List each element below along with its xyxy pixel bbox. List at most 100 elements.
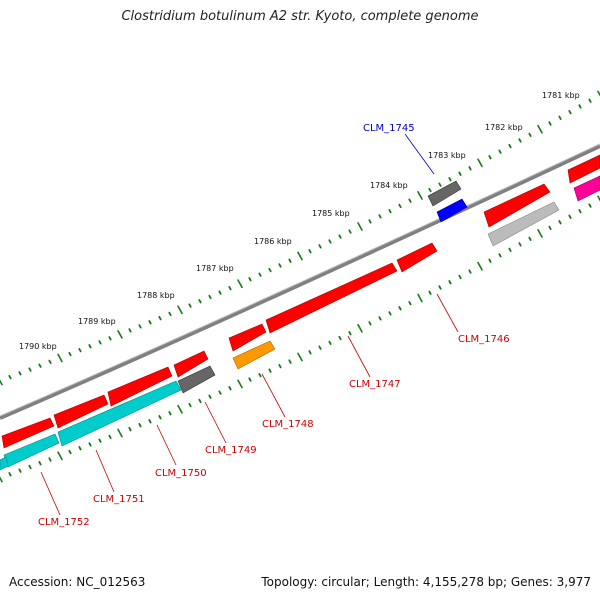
- gene-arrow[interactable]: [427, 180, 462, 207]
- gene-label[interactable]: CLM_1746: [458, 334, 510, 345]
- scale-tick: [28, 464, 32, 470]
- scale-tick: [388, 311, 392, 316]
- scale-tick: [318, 244, 322, 249]
- scale-tick: [228, 386, 232, 391]
- scale-tick: [138, 324, 142, 329]
- genome-summary-text: Topology: circular; Length: 4,155,278 bp…: [261, 575, 591, 589]
- gene-arrow[interactable]: [232, 340, 276, 370]
- scale-tick: [448, 280, 452, 285]
- scale-tick: [477, 158, 483, 168]
- scale-tick: [177, 305, 183, 315]
- scale-tick: [57, 451, 63, 461]
- gene-arrow[interactable]: [177, 365, 216, 394]
- scale-tick: [168, 411, 172, 416]
- scale-tick: [8, 472, 12, 477]
- gene-label[interactable]: CLM_1750: [155, 468, 207, 479]
- gene-arrow[interactable]: [396, 242, 438, 273]
- map-title: Clostridium botulinum A2 str. Kyoto, com…: [121, 9, 479, 24]
- scale-tick: [417, 191, 423, 200]
- scale-tick: [188, 303, 192, 308]
- leader-line: [156, 424, 177, 466]
- scale-tick: [158, 315, 162, 321]
- scale-tick: [258, 272, 262, 277]
- scale-tick: [228, 285, 232, 291]
- scale-tick: [548, 121, 552, 126]
- gene-arrow[interactable]: [0, 456, 9, 471]
- gene-arrow[interactable]: [107, 366, 173, 407]
- scale-tick: [237, 279, 243, 289]
- scale-tick: [597, 90, 600, 97]
- scale-tick: [438, 182, 442, 187]
- scale-label: 1784 kbp: [370, 181, 408, 190]
- scale-label: 1781 kbp: [542, 91, 580, 100]
- scale-tick: [148, 419, 152, 424]
- scale-tick: [268, 368, 272, 373]
- gene-arrow[interactable]: [483, 183, 551, 228]
- scale-tick: [288, 359, 292, 364]
- gene-arrow[interactable]: [53, 394, 109, 429]
- scale-tick: [357, 222, 363, 231]
- leader-line: [347, 335, 371, 378]
- scale-tick: [248, 377, 252, 382]
- gene-arrow[interactable]: [1, 417, 55, 449]
- gene-label[interactable]: CLM_1745: [363, 123, 415, 134]
- scale-tick: [348, 229, 352, 234]
- scale-tick: [408, 198, 412, 203]
- scale-tick: [468, 166, 472, 171]
- scale-tick: [458, 171, 462, 176]
- scale-tick: [308, 350, 312, 355]
- outer-scale-ring: [0, 90, 600, 386]
- gene-label[interactable]: CLM_1747: [349, 379, 401, 390]
- scale-tick: [338, 234, 342, 239]
- scale-tick: [218, 290, 222, 295]
- scale-tick: [498, 253, 502, 258]
- scale-tick: [548, 225, 552, 231]
- gene-label[interactable]: CLM_1749: [205, 445, 257, 456]
- leader-line: [204, 401, 227, 444]
- leader-line: [40, 471, 61, 516]
- scale-tick: [78, 347, 82, 353]
- gene-arrow[interactable]: [567, 154, 600, 184]
- scale-tick: [477, 261, 483, 271]
- gene-arrow[interactable]: [436, 198, 468, 223]
- scale-tick: [68, 351, 72, 357]
- scale-tick: [417, 293, 423, 303]
- gene-arrow[interactable]: [265, 262, 398, 334]
- gene-label[interactable]: CLM_1748: [262, 419, 314, 430]
- gene-arrow[interactable]: [228, 323, 267, 352]
- scale-tick: [198, 299, 202, 304]
- scale-tick: [188, 402, 192, 408]
- scale-tick: [88, 442, 92, 447]
- gene-arrow[interactable]: [173, 350, 209, 378]
- gene-label[interactable]: CLM_1752: [38, 517, 90, 528]
- inner-scale-ring: [0, 195, 600, 483]
- scale-tick: [208, 394, 212, 399]
- scale-tick: [518, 138, 522, 143]
- scale-tick: [338, 335, 342, 341]
- scale-tick: [218, 390, 222, 395]
- gene-label[interactable]: CLM_1751: [93, 494, 145, 505]
- scale-label: 1783 kbp: [428, 151, 466, 160]
- gene-arrow[interactable]: [487, 201, 560, 247]
- scale-tick: [38, 460, 42, 466]
- gene-arrow[interactable]: [57, 380, 182, 447]
- scale-tick: [297, 352, 303, 362]
- scale-tick: [148, 320, 152, 325]
- scale-tick: [48, 359, 52, 365]
- scale-tick: [128, 328, 132, 333]
- accession-text: Accession: NC_012563: [9, 575, 146, 589]
- gene-arrow[interactable]: [573, 175, 600, 202]
- scale-tick: [398, 203, 402, 209]
- scale-tick: [348, 331, 352, 336]
- scale-tick: [378, 214, 382, 219]
- scale-tick: [0, 476, 3, 483]
- scale-tick: [578, 104, 582, 109]
- scale-tick: [357, 323, 363, 333]
- scale-tick: [498, 149, 502, 154]
- scale-tick: [518, 242, 522, 247]
- scale-tick: [568, 214, 572, 219]
- scale-tick: [588, 203, 592, 208]
- scale-label: 1786 kbp: [254, 237, 292, 246]
- scale-tick: [208, 294, 212, 300]
- scale-label: 1789 kbp: [78, 317, 116, 326]
